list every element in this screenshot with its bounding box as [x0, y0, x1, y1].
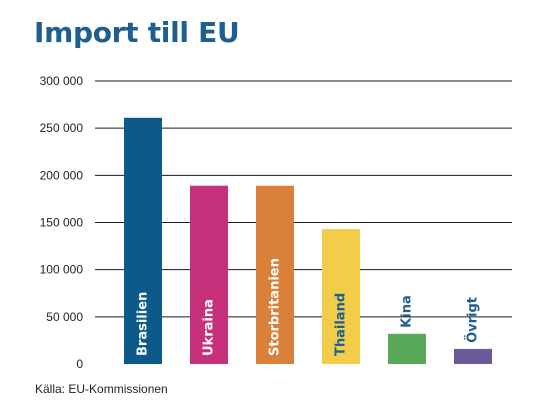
bar-ukraina [190, 185, 228, 364]
bar-label: Ukraina [202, 299, 217, 356]
bar-label: Thailand [334, 293, 349, 356]
grid-lines [95, 80, 512, 318]
y-tick-label: 0 [76, 357, 83, 371]
bar-label: Brasilien [136, 292, 151, 356]
y-tick-label: 100 000 [40, 263, 84, 277]
bar--vrigt [454, 348, 492, 364]
y-tick-label: 150 000 [40, 216, 84, 230]
chart-title: Import till EU [34, 16, 240, 49]
bar-label: Kina [400, 295, 415, 328]
bar-brasilien [124, 117, 162, 364]
y-tick-label: 200 000 [40, 168, 84, 182]
y-tick-label: 250 000 [40, 121, 84, 135]
bar-storbritanien [256, 185, 294, 364]
source-note: Källa: EU-Kommissionen [35, 382, 168, 396]
bar-label: Storbritanien [268, 258, 283, 356]
bar-label: Övrigt [465, 297, 481, 343]
y-tick-label: 50 000 [46, 310, 83, 324]
bar-kina [388, 333, 426, 364]
bars: Brasilien Ukraina Storbritanien Thailand Kin… [124, 117, 492, 364]
y-axis: 0 50 000 100 000 150 000 200 000 250 000 300 0… [40, 74, 84, 371]
bar-thailand [322, 229, 360, 364]
y-tick-label: 300 000 [40, 74, 84, 88]
